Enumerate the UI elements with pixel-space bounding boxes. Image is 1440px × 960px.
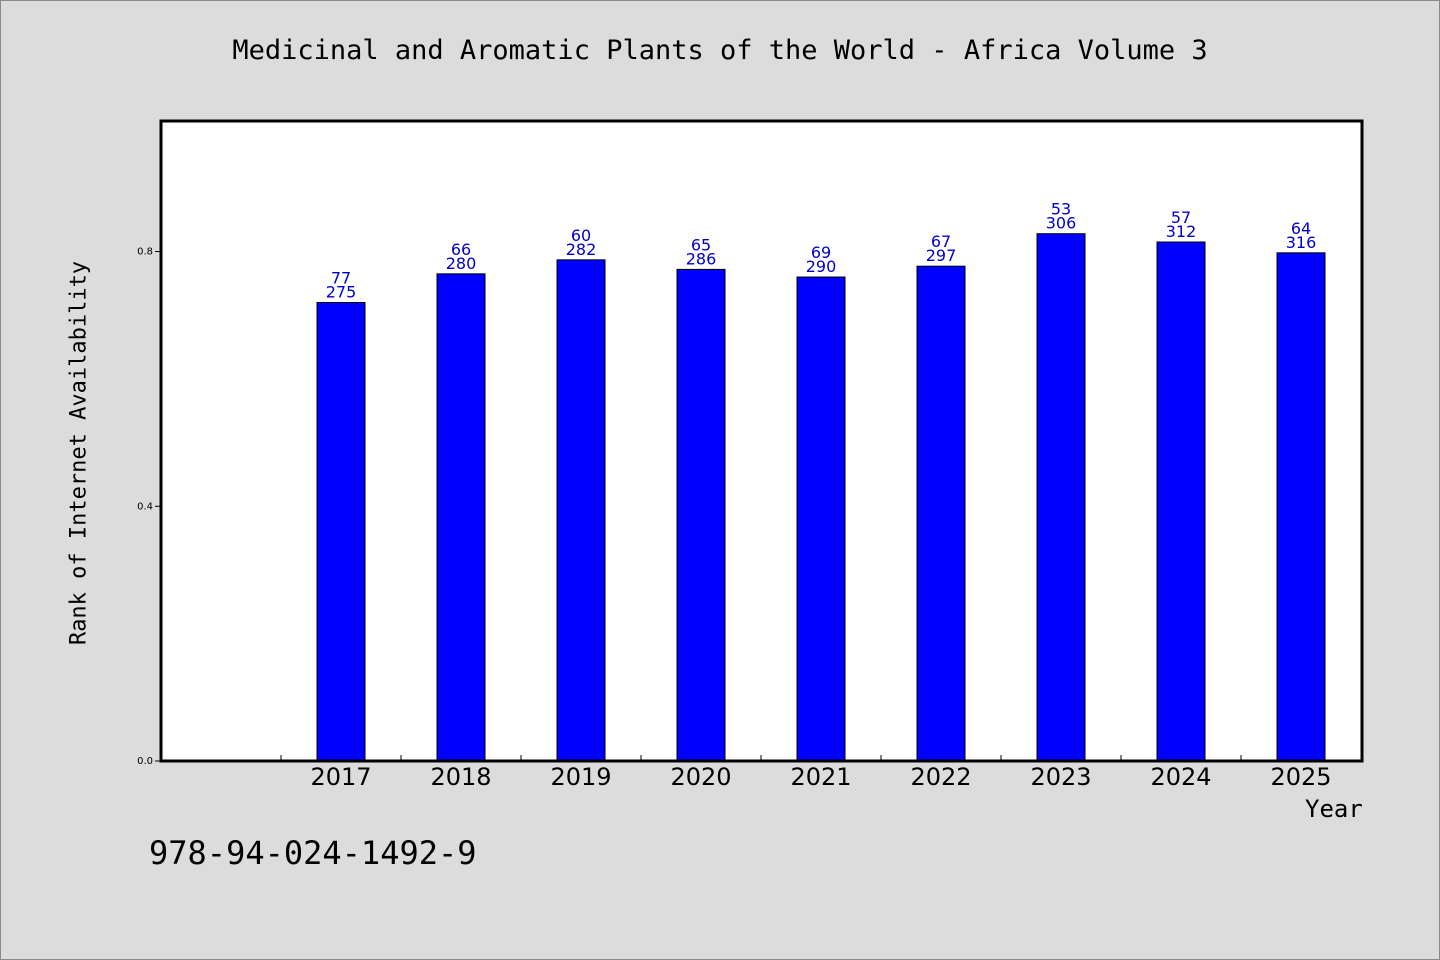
data-label-top: 57 [1171, 208, 1191, 227]
x-tick-label: 2018 [430, 763, 491, 791]
data-label-bottom: 312 [1166, 222, 1197, 241]
data-label-top: 69 [811, 243, 831, 262]
x-tick-label: 2022 [910, 763, 971, 791]
data-label-top: 66 [451, 240, 471, 259]
x-axis-label: Year [1305, 795, 1363, 823]
data-label-bottom: 286 [686, 249, 717, 268]
data-label-top: 53 [1051, 200, 1071, 219]
data-label-bottom: 306 [1046, 214, 1077, 233]
x-tick-label: 2025 [1270, 763, 1331, 791]
y-tick-label: 0.8 [137, 247, 153, 258]
bar-2018 [436, 273, 486, 762]
plot-border [159, 119, 1364, 763]
y-axis-label: Rank of Internet Availability [66, 260, 92, 646]
data-label-top: 64 [1291, 219, 1311, 238]
isbn-text: 978-94-024-1492-9 [149, 834, 477, 872]
data-label-bottom: 290 [806, 257, 837, 276]
bar-2017 [316, 301, 366, 762]
bar-2019 [556, 259, 606, 762]
chart-title: Medicinal and Aromatic Plants of the Wor… [232, 35, 1208, 66]
x-tick-label: 2024 [1150, 763, 1211, 791]
bar-2020 [676, 268, 726, 762]
data-label-top: 67 [931, 232, 951, 251]
data-label-bottom: 280 [446, 254, 477, 273]
x-tick-label: 2017 [310, 763, 371, 791]
bar-2024 [1156, 241, 1206, 762]
data-label-bottom: 275 [326, 282, 357, 301]
bar-2022 [916, 265, 966, 762]
data-label-top: 77 [331, 268, 351, 287]
bar-2021 [796, 276, 846, 762]
x-tick-label: 2019 [550, 763, 611, 791]
y-tick-label: 0.4 [137, 501, 153, 512]
data-label-top: 60 [571, 226, 591, 245]
x-tick-label: 2023 [1030, 763, 1091, 791]
x-tick-label: 2020 [670, 763, 731, 791]
data-label-top: 65 [691, 235, 711, 254]
data-label-bottom: 282 [566, 240, 597, 259]
x-tick-label: 2021 [790, 763, 851, 791]
data-label-bottom: 297 [926, 246, 957, 265]
data-label-bottom: 316 [1286, 233, 1317, 252]
bar-2023 [1036, 233, 1086, 762]
y-tick-label: 0.0 [137, 756, 153, 767]
bar-2025 [1276, 252, 1326, 762]
